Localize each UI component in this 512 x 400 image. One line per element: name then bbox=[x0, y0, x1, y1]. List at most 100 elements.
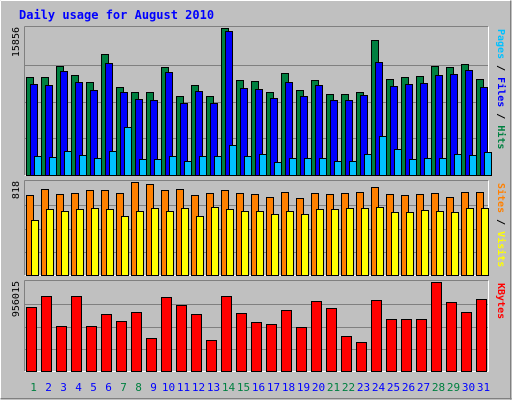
bar-sites-day-5 bbox=[91, 208, 99, 276]
bar-sites-day-3 bbox=[61, 211, 69, 276]
x-tick-label-day-13: 13 bbox=[207, 381, 220, 394]
bar-sites-day-10 bbox=[166, 211, 174, 276]
chart-title: Daily usage for August 2010 bbox=[19, 8, 214, 22]
bar-kbytes-day-4 bbox=[71, 296, 82, 372]
bar-kbytes-day-24 bbox=[371, 300, 382, 372]
bar-pages-day-25 bbox=[394, 149, 402, 176]
series-kbytes bbox=[26, 282, 487, 372]
bar-kbytes-day-8 bbox=[131, 312, 142, 372]
bar-sites-day-8 bbox=[136, 211, 144, 276]
series-pages bbox=[34, 127, 492, 176]
bar-kbytes-day-2 bbox=[41, 296, 52, 372]
bar-pages-day-5 bbox=[94, 158, 102, 176]
legend-part-0: Sites bbox=[495, 183, 507, 213]
x-tick-label-day-17: 17 bbox=[267, 381, 280, 394]
panel-requests: 15856 Pages / Files / Hits bbox=[11, 26, 507, 176]
panel-kbytes: 956015 KBytes bbox=[11, 280, 506, 372]
bar-pages-day-15 bbox=[244, 156, 252, 176]
series-files bbox=[30, 31, 488, 176]
bar-sites-day-21 bbox=[331, 209, 339, 276]
bar-pages-day-17 bbox=[274, 162, 282, 176]
bar-sites-day-13 bbox=[211, 207, 219, 276]
bar-pages-day-27 bbox=[424, 158, 432, 176]
legend-part-0: KBytes bbox=[495, 283, 506, 319]
x-tick-label-day-19: 19 bbox=[297, 381, 310, 394]
bar-sites-day-4 bbox=[76, 209, 84, 276]
bar-pages-day-19 bbox=[304, 158, 312, 176]
bar-sites-day-29 bbox=[451, 212, 459, 276]
bar-kbytes-day-12 bbox=[191, 314, 202, 372]
x-tick-label-day-14: 14 bbox=[222, 381, 236, 394]
legend-part-2: Files bbox=[495, 77, 507, 107]
bar-sites-day-26 bbox=[406, 212, 414, 276]
bar-sites-day-11 bbox=[181, 208, 189, 276]
x-tick-label-day-7: 7 bbox=[120, 381, 127, 394]
legend-part-1: / bbox=[495, 59, 506, 77]
x-tick-label-day-28: 28 bbox=[432, 381, 445, 394]
x-tick-label-day-15: 15 bbox=[237, 381, 250, 394]
x-tick-label-day-8: 8 bbox=[135, 381, 142, 394]
bar-kbytes-day-17 bbox=[266, 324, 277, 372]
bar-kbytes-day-21 bbox=[326, 308, 337, 372]
bar-sites-day-16 bbox=[256, 211, 264, 276]
bar-pages-day-18 bbox=[289, 158, 297, 176]
bar-pages-day-4 bbox=[79, 155, 87, 176]
panel-visits: 818 Sites / Visits bbox=[11, 180, 507, 276]
bar-sites-day-27 bbox=[421, 210, 429, 276]
bar-sites-day-19 bbox=[301, 214, 309, 276]
bar-pages-day-11 bbox=[184, 161, 192, 176]
bar-pages-day-13 bbox=[214, 156, 222, 176]
x-tick-label-day-29: 29 bbox=[447, 381, 460, 394]
bar-kbytes-day-23 bbox=[356, 342, 367, 372]
bar-pages-day-20 bbox=[319, 158, 327, 176]
bar-kbytes-day-11 bbox=[176, 305, 187, 372]
bar-sites-day-15 bbox=[241, 211, 249, 276]
bar-sites-day-14 bbox=[226, 209, 234, 276]
bar-kbytes-day-14 bbox=[221, 296, 232, 372]
bar-sites-day-9 bbox=[151, 208, 159, 276]
x-tick-label-day-21: 21 bbox=[327, 381, 340, 394]
bar-kbytes-day-20 bbox=[311, 301, 322, 372]
bar-sites-day-7 bbox=[121, 216, 129, 276]
bar-sites-day-20 bbox=[316, 209, 324, 276]
x-tick-label-day-27: 27 bbox=[417, 381, 430, 394]
x-tick-label-day-4: 4 bbox=[75, 381, 82, 394]
x-tick-label-day-5: 5 bbox=[90, 381, 97, 394]
bar-kbytes-day-18 bbox=[281, 310, 292, 372]
bar-kbytes-day-26 bbox=[401, 319, 412, 372]
legend-part-4: Hits bbox=[495, 125, 507, 149]
panels-layer: 15856 Pages / Files / Hits 818 Sites / Visi… bbox=[11, 26, 507, 372]
bar-kbytes-day-3 bbox=[56, 326, 67, 372]
bar-pages-day-23 bbox=[364, 154, 372, 176]
bar-kbytes-day-22 bbox=[341, 336, 352, 372]
bar-pages-day-21 bbox=[334, 161, 342, 176]
bar-kbytes-day-10 bbox=[161, 297, 172, 372]
bar-kbytes-day-29 bbox=[446, 302, 457, 372]
x-tick-label-day-18: 18 bbox=[282, 381, 295, 394]
bar-sites-day-2 bbox=[46, 209, 54, 276]
bar-sites-day-12 bbox=[196, 216, 204, 276]
bar-sites-day-18 bbox=[286, 211, 294, 276]
bar-sites-day-31 bbox=[481, 208, 489, 276]
legend-part-0: Pages bbox=[495, 29, 506, 59]
legend-part-2: Visits bbox=[495, 231, 507, 267]
bar-sites-day-30 bbox=[466, 208, 474, 276]
bar-pages-day-16 bbox=[259, 154, 267, 176]
x-tick-label-day-23: 23 bbox=[357, 381, 370, 394]
x-axis-day-labels: 1 2 3 4 5 6 7 8 9 10 11 12 13 14 15 16 17 18 19 20 21 22 23 24 2… bbox=[30, 381, 490, 394]
panel-requests-max-label: 15856 bbox=[11, 27, 22, 57]
bar-sites-day-6 bbox=[106, 209, 114, 276]
x-tick-label-day-1: 1 bbox=[30, 381, 37, 394]
bar-pages-day-28 bbox=[439, 158, 447, 176]
x-tick-label-day-11: 11 bbox=[177, 381, 190, 394]
bar-sites-day-28 bbox=[436, 211, 444, 276]
bar-pages-day-10 bbox=[169, 156, 177, 176]
panel-requests-axis-legend: Pages / Files / Hits bbox=[495, 29, 507, 149]
bar-sites-day-25 bbox=[391, 212, 399, 276]
bar-pages-day-24 bbox=[379, 136, 387, 176]
panel-visits-max-label: 818 bbox=[11, 181, 22, 199]
bar-pages-day-31 bbox=[484, 152, 492, 176]
bar-pages-day-30 bbox=[469, 155, 477, 176]
x-tick-label-day-30: 30 bbox=[462, 381, 475, 394]
